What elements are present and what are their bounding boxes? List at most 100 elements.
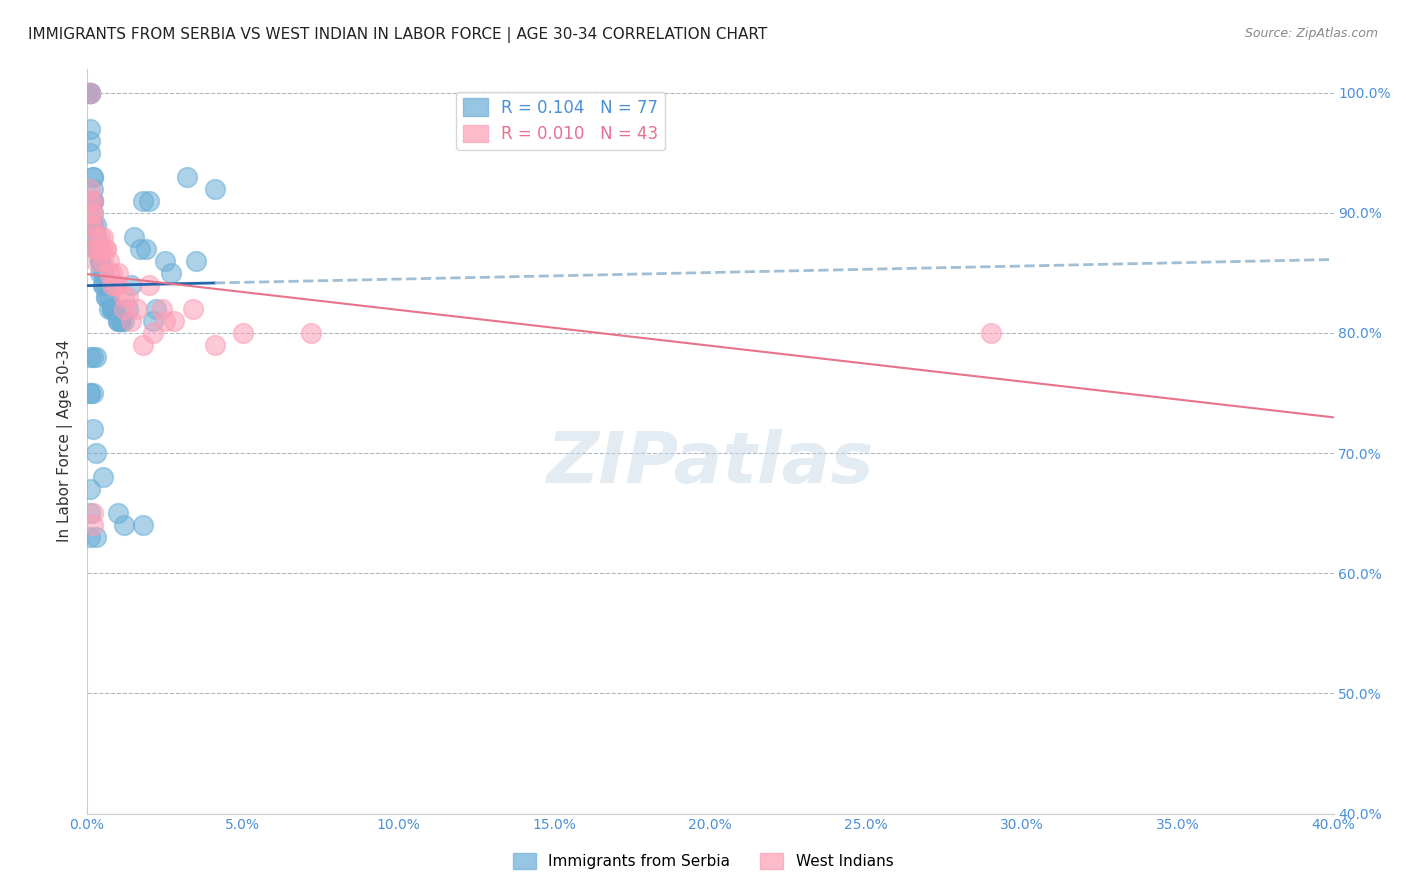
- Point: [82, 506, 104, 520]
- Point: [138, 277, 160, 292]
- Point: [82, 205, 104, 219]
- Point: [79, 86, 101, 100]
- Point: [79, 205, 101, 219]
- Point: [91, 470, 114, 484]
- Point: [120, 314, 142, 328]
- Point: [86, 242, 108, 256]
- Point: [82, 194, 104, 208]
- Point: [79, 194, 101, 208]
- Point: [150, 301, 173, 316]
- Point: [117, 301, 139, 316]
- Point: [82, 205, 104, 219]
- Point: [132, 194, 155, 208]
- Point: [91, 242, 114, 256]
- Point: [94, 242, 117, 256]
- Point: [82, 194, 104, 208]
- Point: [79, 218, 101, 232]
- Point: [82, 422, 104, 436]
- Point: [114, 301, 136, 316]
- Point: [299, 326, 322, 340]
- Point: [94, 242, 117, 256]
- Point: [86, 242, 108, 256]
- Point: [91, 253, 114, 268]
- Point: [181, 301, 204, 316]
- Point: [141, 326, 163, 340]
- Text: Source: ZipAtlas.com: Source: ZipAtlas.com: [1244, 27, 1378, 40]
- Point: [176, 169, 198, 184]
- Point: [97, 290, 120, 304]
- Point: [86, 242, 108, 256]
- Point: [138, 194, 160, 208]
- Point: [89, 266, 111, 280]
- Legend: R = 0.104   N = 77, R = 0.010   N = 43: R = 0.104 N = 77, R = 0.010 N = 43: [457, 92, 665, 150]
- Point: [89, 253, 111, 268]
- Point: [79, 86, 101, 100]
- Point: [91, 266, 114, 280]
- Point: [82, 194, 104, 208]
- Point: [104, 301, 127, 316]
- Point: [97, 253, 120, 268]
- Point: [82, 218, 104, 232]
- Point: [101, 301, 124, 316]
- Point: [86, 446, 108, 460]
- Point: [107, 314, 129, 328]
- Point: [125, 301, 148, 316]
- Point: [79, 86, 101, 100]
- Legend: Immigrants from Serbia, West Indians: Immigrants from Serbia, West Indians: [506, 847, 900, 875]
- Point: [160, 266, 183, 280]
- Point: [82, 218, 104, 232]
- Point: [94, 290, 117, 304]
- Y-axis label: In Labor Force | Age 30-34: In Labor Force | Age 30-34: [58, 340, 73, 542]
- Point: [120, 277, 142, 292]
- Point: [82, 169, 104, 184]
- Point: [89, 242, 111, 256]
- Point: [110, 314, 132, 328]
- Point: [86, 229, 108, 244]
- Point: [94, 277, 117, 292]
- Text: IMMIGRANTS FROM SERBIA VS WEST INDIAN IN LABOR FORCE | AGE 30-34 CORRELATION CHA: IMMIGRANTS FROM SERBIA VS WEST INDIAN IN…: [28, 27, 768, 43]
- Point: [82, 194, 104, 208]
- Point: [232, 326, 254, 340]
- Point: [114, 290, 136, 304]
- Point: [204, 182, 226, 196]
- Point: [153, 253, 176, 268]
- Point: [86, 253, 108, 268]
- Point: [204, 338, 226, 352]
- Point: [107, 266, 129, 280]
- Point: [132, 338, 155, 352]
- Point: [114, 518, 136, 533]
- Point: [82, 518, 104, 533]
- Point: [79, 145, 101, 160]
- Point: [79, 386, 101, 401]
- Point: [86, 242, 108, 256]
- Point: [101, 301, 124, 316]
- Point: [132, 518, 155, 533]
- Point: [79, 121, 101, 136]
- Point: [89, 253, 111, 268]
- Point: [89, 253, 111, 268]
- Point: [79, 182, 101, 196]
- Point: [79, 530, 101, 544]
- Point: [79, 86, 101, 100]
- Point: [110, 314, 132, 328]
- Point: [104, 277, 127, 292]
- Point: [117, 290, 139, 304]
- Point: [82, 218, 104, 232]
- Point: [135, 242, 157, 256]
- Point: [89, 242, 111, 256]
- Point: [86, 229, 108, 244]
- Point: [79, 482, 101, 496]
- Point: [86, 229, 108, 244]
- Point: [79, 134, 101, 148]
- Point: [86, 530, 108, 544]
- Point: [114, 314, 136, 328]
- Point: [79, 86, 101, 100]
- Point: [79, 86, 101, 100]
- Point: [980, 326, 1002, 340]
- Point: [97, 266, 120, 280]
- Point: [82, 169, 104, 184]
- Point: [107, 314, 129, 328]
- Point: [86, 242, 108, 256]
- Point: [91, 277, 114, 292]
- Point: [79, 350, 101, 364]
